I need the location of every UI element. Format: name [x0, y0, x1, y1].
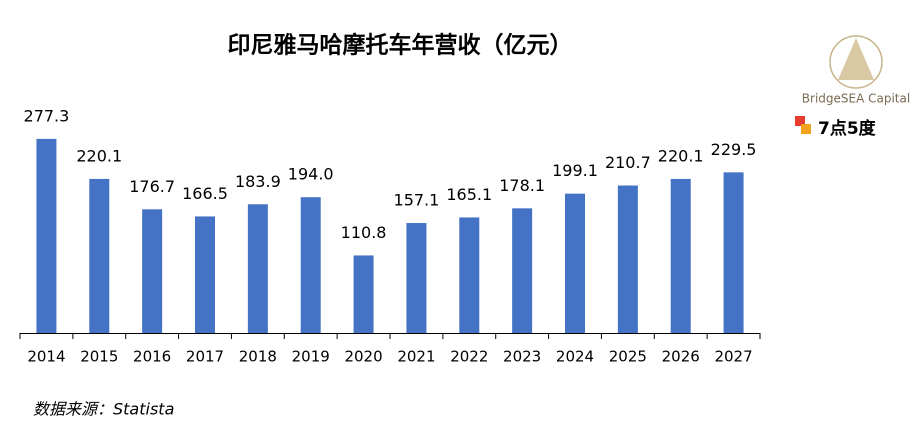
value-label: 183.9 [235, 172, 281, 191]
value-label: 220.1 [658, 146, 704, 165]
bar [89, 178, 110, 333]
logo-sail [838, 38, 874, 80]
x-tick-label: 2020 [344, 348, 382, 366]
value-label: 199.1 [552, 161, 598, 180]
bar [406, 223, 427, 333]
x-tick-label: 2014 [27, 348, 65, 366]
bar [353, 255, 374, 333]
bar [142, 209, 163, 333]
bar [512, 208, 533, 333]
logo-icon [795, 116, 805, 126]
value-label: 176.7 [129, 177, 175, 196]
value-label: 157.1 [394, 191, 440, 210]
value-label: 229.5 [711, 140, 757, 159]
x-tick-label: 2018 [239, 348, 277, 366]
logo-text: 7点5度 [818, 118, 877, 139]
bar [195, 216, 215, 333]
x-tick-label: 2017 [186, 348, 224, 366]
x-tick-label: 2024 [556, 348, 594, 366]
logo-ring [829, 35, 883, 89]
x-tick-label: 2022 [450, 348, 488, 366]
x-tick-label: 2016 [133, 348, 171, 366]
value-label: 165.1 [446, 185, 492, 204]
bar [617, 185, 638, 333]
value-label: 277.3 [24, 106, 70, 125]
bar [723, 172, 744, 333]
bar [300, 197, 321, 333]
x-tick-label: 2027 [714, 348, 752, 366]
bar [459, 217, 480, 333]
x-tick-label: 2023 [503, 348, 541, 366]
value-label: 220.1 [76, 146, 122, 165]
logo: BridgeSEA Capital 7点5度 [795, 35, 910, 139]
logo-icon [801, 124, 811, 134]
logo-text: BridgeSEA Capital [802, 92, 910, 106]
value-label: 166.5 [182, 184, 228, 203]
bar [247, 204, 268, 333]
value-label: 194.0 [288, 165, 334, 184]
bar [670, 178, 691, 333]
x-tick-label: 2025 [609, 348, 647, 366]
value-label: 210.7 [605, 153, 651, 172]
x-tick-label: 2019 [292, 348, 330, 366]
x-tick-label: 2026 [662, 348, 700, 366]
source: 数据来源：Statista [33, 400, 174, 419]
bar [565, 193, 585, 333]
x-tick-label: 2021 [397, 348, 435, 366]
chart-title: 印尼雅马哈摩托车年营收（亿元） [228, 32, 573, 59]
value-label: 110.8 [341, 223, 387, 242]
value-label: 178.1 [499, 176, 545, 195]
bar [36, 138, 57, 333]
x-tick-label: 2015 [80, 348, 118, 366]
